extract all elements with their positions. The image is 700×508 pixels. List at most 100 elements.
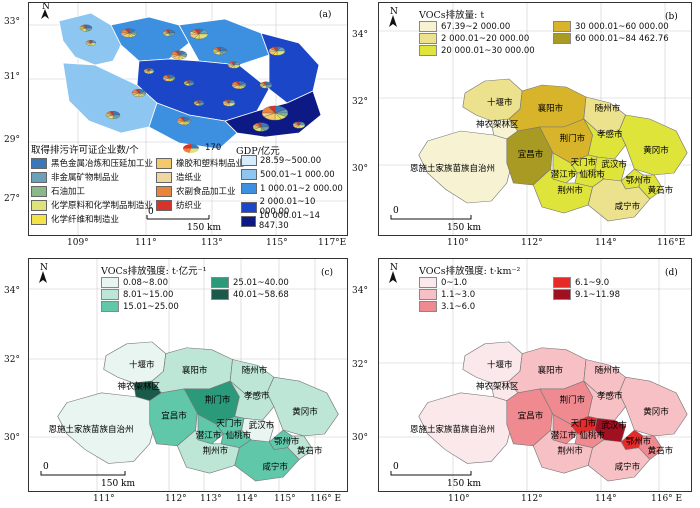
gdp-swatch (241, 215, 256, 227)
legend-label: 40.01~58.68 (233, 289, 289, 300)
a-lat-31: 31° (4, 72, 20, 82)
gdp-legend-item: 28.59~500.00 (241, 155, 321, 166)
legend-swatch (553, 21, 571, 32)
c-lat-34: 34° (4, 286, 20, 296)
city-label-suizhou: 随州市 (595, 365, 621, 376)
b-lat-34: 34° (352, 30, 368, 40)
panel-a-map: N 0 150 km (a) 取得排污许可证企业数/个 黑色金属冶炼和压延加工业… (28, 2, 348, 236)
a-lat-33: 33° (4, 17, 20, 27)
legend-item: 9.1~11.98 (553, 289, 620, 300)
pie-slice (88, 40, 92, 44)
industry-label: 纺织业 (176, 201, 202, 211)
panel-a-industry-title: 取得排污许可证企业数/个 (31, 145, 139, 156)
c-lon-113: 113° (200, 494, 222, 504)
city-label-ezhou: 鄂州市 (274, 436, 300, 447)
d-lon-112: 112° (521, 494, 543, 504)
pie-slice (135, 88, 140, 94)
industry-legend-item: 非金属矿物制品业 (31, 171, 119, 183)
industry-label: 非金属矿物制品业 (51, 173, 120, 183)
city-label-xiantao: 仙桃市 (579, 430, 605, 441)
industry-swatch (156, 185, 172, 197)
city-label-xiaogan: 孝感市 (244, 391, 270, 402)
city-label-tianmen: 天门市 (571, 157, 597, 168)
legend-label: 0~1.0 (441, 277, 468, 288)
a-region-west (58, 12, 122, 66)
pie-slice (165, 74, 170, 79)
legend-label: 2 000.01~20 000.00 (441, 33, 530, 44)
pie-slice (196, 100, 200, 104)
legend-label: 67.39~2 000.00 (441, 21, 511, 32)
industry-swatch (31, 199, 47, 211)
pie-slice (82, 24, 87, 29)
city-label-shiyan: 十堰市 (129, 359, 155, 370)
pie-slice (174, 50, 180, 56)
city-label-shiyan: 十堰市 (487, 359, 513, 370)
legend-item: 25.01~40.00 (211, 277, 289, 288)
city-label-jingzhou: 荆州市 (203, 446, 229, 457)
pie-slice (146, 68, 150, 72)
city-label-shiyan: 十堰市 (487, 97, 513, 108)
panel-b-legend: VOCs排放量: t 67.39~2 000.00 2 000.01~20 000.… (419, 7, 687, 56)
city-label-yichang: 宜昌市 (161, 410, 187, 421)
gdp-legend-item: 1 000.01~2 000.00 (241, 183, 343, 194)
city-label-jingzhou: 荆州市 (557, 446, 583, 457)
panel-d-letter: (d) (665, 267, 678, 278)
region-huanggang (618, 376, 688, 437)
legend-title: VOCs排放强度: t·亿元⁻¹ (101, 266, 207, 277)
d-lon-114: 114° (595, 494, 617, 504)
city-label-wuhan: 武汉市 (601, 420, 627, 431)
north-label: N (40, 263, 48, 273)
panel-b-regions (418, 78, 688, 222)
city-label-jingzhou: 荆州市 (557, 185, 583, 196)
region-enshi (57, 392, 157, 464)
panel-c-svg: 十堰市神农架林区 襄阳市 随州市恩施土家族苗族自治州 宜昌市 荆门市 孝感市天门市潜江市仙… (29, 259, 347, 491)
legend-swatch (553, 277, 571, 288)
legend-item: 6.1~9.0 (553, 277, 609, 288)
c-lon-111: 111° (93, 494, 115, 504)
gdp-label: 28.59~500.00 (260, 155, 322, 166)
industry-swatch (31, 213, 47, 225)
legend-item: 30 000.01~60 000.00 (553, 21, 669, 32)
scale-zero: 0 (43, 462, 49, 472)
scale-label: 150 km (447, 223, 481, 233)
north-label: N (390, 263, 398, 273)
legend-swatch (419, 33, 437, 44)
d-lon-116: 116° E (651, 494, 683, 504)
panel-a-svg: N 0 150 km (a) (29, 3, 347, 235)
region-huanggang (266, 376, 339, 437)
panel-c-map: 十堰市 神农架林区 襄阳市 随州市 恩施土家族苗族自治州 宜昌市 荆门市 孝感市 天门市 潜江市仙… (28, 258, 348, 492)
c-lon-116: 116° E (310, 494, 342, 504)
d-lat-30: 30° (352, 433, 368, 443)
city-label-yichang: 宜昌市 (518, 410, 544, 421)
b-lat-30: 30° (352, 164, 368, 174)
c-lon-115: 115° (274, 494, 296, 504)
city-label-huangshi: 黄石市 (648, 185, 674, 196)
pie-slice (295, 121, 300, 126)
legend-item: 0.08~8.00 (101, 277, 168, 288)
scale-label: 150 km (101, 479, 135, 489)
city-label-xiantao: 仙桃市 (579, 169, 605, 180)
legend-swatch (553, 289, 571, 300)
panel-a-scale-zero: 0 (148, 207, 154, 217)
scale-zero: 0 (393, 206, 399, 216)
city-label-xianning: 咸宁市 (615, 201, 641, 212)
gdp-legend: 28.59~500.00 500.01~1 000.00 1 000.01~2 00… (241, 155, 345, 233)
panel-d-regions (418, 341, 688, 482)
pie-slice (230, 61, 235, 66)
legend-item: 2 000.01~20 000.00 (419, 33, 529, 44)
legend-swatch (211, 289, 229, 300)
panel-c-legend: VOCs排放强度: t·亿元⁻¹ 0.08~8.00 8.01~15.00 15.01… (101, 263, 343, 312)
pie-slice (268, 105, 276, 114)
industry-swatch (156, 199, 172, 211)
industry-legend-item: 纺织业 (156, 199, 202, 211)
legend-label: 25.01~40.00 (233, 277, 289, 288)
city-label-qianjiang: 潜江市 (551, 430, 577, 441)
d-lon-110: 110° (448, 494, 470, 504)
c-lat-30: 30° (4, 433, 20, 443)
b-lon-110: 110° (447, 238, 469, 248)
city-label-xianning: 咸宁市 (262, 461, 288, 472)
city-label-huangshi: 黄石市 (648, 446, 674, 457)
gdp-swatch (241, 155, 257, 166)
pie-slice (216, 46, 221, 52)
panel-b-svg: 十堰市神农架林区 襄阳市 随州市恩施土家族苗族自治州 宜昌市 荆门市 孝感市天门市潜江市仙… (379, 3, 691, 235)
